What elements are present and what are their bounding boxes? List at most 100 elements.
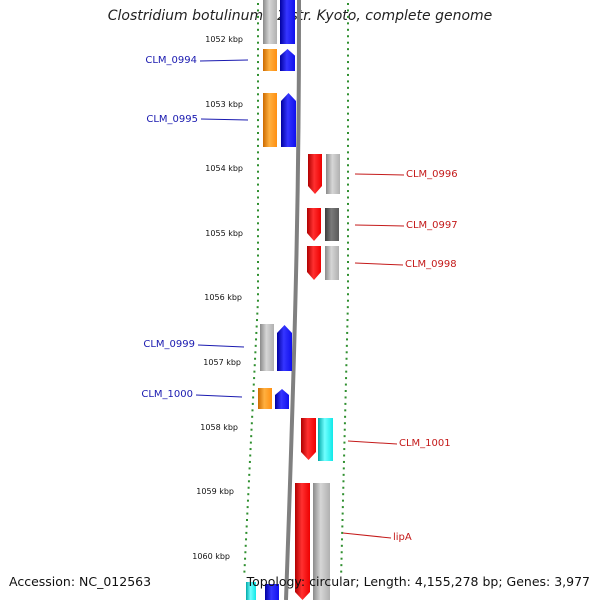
minor-tick	[257, 22, 259, 25]
gene-arrow-clm-0998-track[interactable]	[325, 246, 339, 280]
minor-tick	[257, 202, 259, 205]
minor-tick	[343, 448, 346, 451]
kbp-label: 1058 kbp	[200, 423, 238, 432]
gene-arrow-partial-bottom[interactable]	[246, 582, 256, 600]
minor-tick	[347, 99, 349, 102]
minor-tick	[343, 435, 346, 438]
minor-tick	[254, 351, 257, 354]
gene-arrow-partial-bottom[interactable]	[265, 584, 279, 600]
minor-tick	[248, 460, 251, 463]
minor-tick	[340, 557, 343, 560]
gene-arrow-lipa-track[interactable]	[313, 483, 330, 600]
label-leader-lines	[195, 59, 405, 539]
gene-arrow-clm-0995-track[interactable]	[263, 93, 277, 147]
minor-tick	[245, 531, 248, 534]
gene-arrow-clm-0997[interactable]	[307, 208, 321, 241]
minor-tick	[347, 15, 349, 18]
gene-label-lipa[interactable]: lipA	[393, 532, 412, 543]
kbp-label: 1057 kbp	[203, 358, 241, 367]
minor-tick	[341, 499, 344, 502]
minor-tick	[257, 164, 259, 167]
gene-label-clm-0997[interactable]: CLM_0997	[406, 220, 458, 231]
minor-tick	[257, 93, 259, 96]
gene-label-clm-0998[interactable]: CLM_0998	[405, 259, 457, 270]
minor-tick	[257, 28, 259, 31]
minor-tick	[340, 564, 343, 567]
minor-tick	[257, 254, 259, 257]
gene-arrow-clm-0994-track[interactable]	[263, 49, 277, 71]
gene-arrow-partial-top[interactable]	[280, 0, 295, 44]
minor-tick	[257, 138, 259, 141]
genome-summary-label: Topology: circular; Length: 4,155,278 bp…	[246, 574, 590, 589]
minor-tick	[347, 254, 349, 257]
gene-arrow-lipa[interactable]	[295, 483, 310, 600]
genome-backbone	[284, 0, 301, 600]
minor-tick	[257, 15, 259, 18]
minor-tick	[347, 93, 349, 96]
minor-tick	[343, 428, 346, 431]
gene-arrow-clm-0996-track[interactable]	[326, 154, 340, 194]
gene-arrow-clm-1001-track[interactable]	[318, 418, 333, 461]
gene-arrow-clm-0994[interactable]	[280, 49, 295, 71]
minor-tick	[256, 312, 259, 315]
minor-tick	[347, 9, 349, 12]
minor-tick	[340, 551, 343, 554]
kbp-label: 1052 kbp	[205, 35, 243, 44]
minor-tick	[257, 80, 259, 83]
gene-label-clm-0996[interactable]: CLM_0996	[406, 169, 458, 180]
gene-label-clm-0995[interactable]: CLM_0995	[146, 114, 198, 125]
gene-arrow-clm-0997-track[interactable]	[325, 208, 339, 241]
label-leader-line	[200, 118, 249, 121]
minor-tick	[347, 41, 349, 44]
gene-label-clm-0994[interactable]: CLM_0994	[145, 55, 197, 66]
minor-tick	[343, 422, 346, 425]
minor-tick	[257, 67, 259, 70]
gene-arrow-clm-1001[interactable]	[301, 418, 316, 460]
minor-tick	[254, 357, 257, 360]
minor-tick	[244, 544, 247, 547]
gene-arrow-clm-0998[interactable]	[307, 246, 321, 280]
minor-tick	[347, 286, 349, 289]
gene-arrow-clm-0996[interactable]	[308, 154, 322, 194]
minor-tick	[254, 344, 257, 347]
minor-tick	[345, 364, 348, 367]
minor-tick	[344, 390, 347, 392]
gene-label-clm-1001[interactable]: CLM_1001	[399, 438, 451, 449]
minor-tick	[344, 402, 347, 405]
minor-tick	[257, 190, 259, 193]
minor-tick	[343, 454, 346, 457]
gene-arrow-clm-1000[interactable]	[275, 389, 289, 409]
minor-tick	[257, 273, 259, 276]
minor-tick	[346, 325, 349, 328]
minor-tick	[347, 293, 349, 296]
gene-arrow-clm-0995[interactable]	[281, 93, 296, 147]
minor-tick	[257, 132, 259, 134]
minor-tick	[257, 228, 259, 231]
minor-tick	[257, 112, 259, 115]
gene-arrow-partial-top[interactable]	[263, 0, 277, 44]
minor-tick	[347, 202, 349, 205]
minor-tick	[347, 170, 349, 173]
minor-tick	[347, 151, 349, 154]
kbp-label: 1056 kbp	[204, 293, 242, 302]
minor-tick	[247, 486, 250, 489]
minor-tick	[257, 280, 259, 283]
minor-tick	[257, 248, 259, 251]
minor-tick	[342, 480, 345, 483]
minor-tick	[256, 306, 259, 309]
gene-arrow-clm-1000-track[interactable]	[258, 388, 272, 409]
minor-tick	[345, 357, 348, 360]
minor-tick	[257, 61, 259, 64]
gene-arrow-clm-0999[interactable]	[277, 325, 292, 371]
minor-tick	[347, 209, 349, 212]
minor-tick	[347, 215, 349, 218]
gene-label-clm-1000[interactable]: CLM_1000	[141, 389, 193, 400]
gene-label-clm-0999[interactable]: CLM_0999	[143, 339, 195, 350]
minor-tick	[257, 151, 259, 154]
label-leader-line	[354, 224, 405, 227]
minor-tick	[247, 480, 250, 483]
minor-tick	[341, 525, 344, 528]
gene-arrow-clm-0999-track[interactable]	[260, 324, 274, 371]
minor-tick	[341, 531, 344, 534]
minor-tick	[255, 338, 258, 341]
